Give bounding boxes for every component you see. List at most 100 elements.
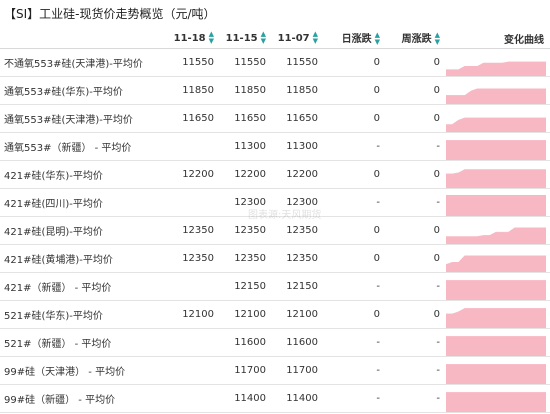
header-label: 11-18 [173, 33, 206, 44]
table-row[interactable]: 421#硅(昆明)-平均价 12350 12350 12350 0 0 [0, 216, 550, 245]
header-name [0, 28, 172, 49]
price-11-18 [172, 328, 220, 357]
price-11-15: 12350 [220, 216, 272, 245]
row-name: 521#硅(华东)-平均价 [0, 300, 172, 329]
price-11-15: 12350 [220, 244, 272, 273]
price-11-18: 11650 [172, 104, 220, 133]
sparkline [446, 384, 550, 413]
table-row[interactable]: 通氧553#硅(天津港)-平均价 11650 11650 11650 0 0 [0, 104, 550, 133]
price-11-07: 11850 [272, 76, 324, 105]
sparkline-chart [446, 194, 546, 216]
sparkline [446, 188, 550, 217]
price-table: 11-18 ▲ ▼ 11-15 ▲ ▼ 11-07 ▲ ▼ 日涨跌 ▲ ▼ 周涨跌 ▲ ▼ 变化曲线… [0, 28, 550, 413]
price-11-18: 12350 [172, 244, 220, 273]
price-11-07: 12300 [272, 188, 324, 217]
sort-arrows-icon[interactable]: ▲ ▼ [208, 30, 214, 45]
sparkline-chart [446, 117, 546, 132]
header-daily-change[interactable]: 日涨跌 ▲ ▼ [324, 28, 386, 49]
price-11-15: 11600 [220, 328, 272, 357]
price-11-18 [172, 356, 220, 385]
sort-arrows-icon[interactable]: ▲ ▼ [374, 31, 380, 46]
table-row[interactable]: 521#硅(华东)-平均价 12100 12100 12100 0 0 [0, 300, 550, 329]
sparkline-area [446, 307, 546, 328]
sparkline [446, 104, 550, 133]
weekly-change: - [386, 132, 446, 161]
row-name: 421#硅(四川)-平均价 [0, 188, 172, 217]
sparkline-chart [446, 254, 546, 272]
table-row[interactable]: 421#（新疆） - 平均价 12150 12150- - [0, 272, 550, 301]
price-11-18: 12350 [172, 216, 220, 245]
daily-change: 0 [324, 160, 386, 189]
sparkline-chart [446, 61, 546, 76]
row-name: 99#硅（新疆） - 平均价 [0, 384, 172, 413]
daily-change: - [324, 328, 386, 357]
weekly-change: - [386, 188, 446, 217]
table-row[interactable]: 421#硅(华东)-平均价 12200 12200 12200 0 0 [0, 160, 550, 189]
table-row[interactable]: 421#硅(黄埔港)-平均价 12350 12350 12350 0 0 [0, 244, 550, 273]
sparkline-chart [446, 168, 546, 188]
price-11-07: 12350 [272, 216, 324, 245]
price-11-07: 11600 [272, 328, 324, 357]
sparkline [446, 300, 550, 329]
table-row[interactable]: 通氧553#（新疆） - 平均价 11300 11300- - [0, 132, 550, 161]
weekly-change: - [386, 328, 446, 357]
weekly-change: - [386, 356, 446, 385]
sparkline-area [446, 279, 546, 300]
sparkline-area [446, 391, 546, 412]
price-11-15: 12200 [220, 160, 272, 189]
sparkline-area [446, 61, 546, 76]
sort-arrows-icon[interactable]: ▲ ▼ [434, 31, 440, 46]
sparkline-chart [446, 88, 546, 104]
sparkline-chart [446, 363, 546, 384]
daily-change: - [324, 188, 386, 217]
header-label: 11-15 [225, 33, 258, 44]
price-11-18: 11850 [172, 76, 220, 105]
header-11-18[interactable]: 11-18 ▲ ▼ [172, 28, 220, 49]
weekly-change: - [386, 272, 446, 301]
price-11-07: 11300 [272, 132, 324, 161]
table-row[interactable]: 421#硅(四川)-平均价 12300 12300- - [0, 188, 550, 217]
row-name: 421#硅(黄埔港)-平均价 [0, 244, 172, 273]
table-row[interactable]: 521#（新疆） - 平均价 11600 11600- - [0, 328, 550, 357]
row-name: 通氧553#硅(华东)-平均价 [0, 76, 172, 105]
daily-change: 0 [324, 48, 386, 77]
price-11-18: 12200 [172, 160, 220, 189]
sparkline [446, 328, 550, 357]
price-11-18 [172, 188, 220, 217]
daily-change: 0 [324, 244, 386, 273]
header-weekly-change[interactable]: 周涨跌 ▲ ▼ [386, 28, 446, 49]
price-11-07: 12150 [272, 272, 324, 301]
price-11-18 [172, 272, 220, 301]
header-trend: 变化曲线 [446, 28, 550, 49]
row-name: 421#硅(昆明)-平均价 [0, 216, 172, 245]
sparkline-area [446, 335, 546, 356]
header-label: 11-07 [277, 33, 310, 44]
sparkline-area [446, 363, 546, 384]
price-11-18 [172, 132, 220, 161]
sparkline-area [446, 194, 546, 216]
daily-change: 0 [324, 76, 386, 105]
table-row[interactable]: 通氧553#硅(华东)-平均价 11850 11850 11850 0 0 [0, 76, 550, 105]
weekly-change: 0 [386, 76, 446, 105]
sparkline-area [446, 254, 546, 272]
table-row[interactable]: 不通氧553#硅(天津港)-平均价 11550 11550 11550 0 0 [0, 48, 550, 77]
row-name: 99#硅（天津港） - 平均价 [0, 356, 172, 385]
header-11-15[interactable]: 11-15 ▲ ▼ [220, 28, 272, 49]
weekly-change: 0 [386, 160, 446, 189]
sort-arrows-icon[interactable]: ▲ ▼ [260, 30, 266, 45]
weekly-change: - [386, 384, 446, 413]
sparkline [446, 76, 550, 105]
price-11-07: 11650 [272, 104, 324, 133]
header-11-07[interactable]: 11-07 ▲ ▼ [272, 28, 324, 49]
sort-arrows-icon[interactable]: ▲ ▼ [312, 30, 318, 45]
row-name: 521#（新疆） - 平均价 [0, 328, 172, 357]
sparkline-chart [446, 391, 546, 412]
weekly-change: 0 [386, 300, 446, 329]
sparkline [446, 356, 550, 385]
sparkline-chart [446, 226, 546, 244]
table-row[interactable]: 99#硅（新疆） - 平均价 11400 11400- - [0, 384, 550, 413]
table-row[interactable]: 99#硅（天津港） - 平均价 11700 11700- - [0, 356, 550, 385]
sparkline-area [446, 88, 546, 104]
sparkline [446, 132, 550, 161]
daily-change: - [324, 272, 386, 301]
